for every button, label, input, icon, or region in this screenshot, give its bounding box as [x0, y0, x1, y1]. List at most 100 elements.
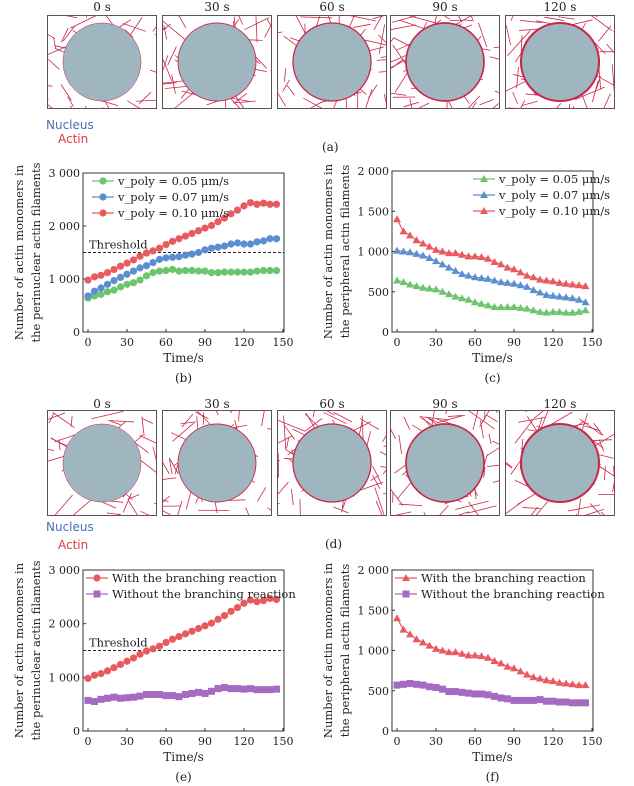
snapshot-time-label: 60 s: [319, 0, 345, 14]
data-point: [227, 685, 235, 693]
data-point: [477, 274, 486, 282]
legend-label: v_poly = 0.05 μm/s: [117, 174, 229, 188]
y-tick-label: 2 000: [49, 618, 81, 631]
legend-label: v_poly = 0.07 μm/s: [498, 188, 610, 202]
y-axis-label: Number of actin monomers in: [12, 164, 26, 340]
y-tick-label: 0: [382, 326, 389, 339]
data-point: [425, 641, 434, 649]
legend-label: v_poly = 0.07 μm/s: [117, 190, 229, 204]
data-point: [439, 685, 446, 693]
actin-snapshot: [505, 15, 615, 109]
data-point: [419, 239, 427, 247]
data-point: [168, 635, 177, 643]
data-point: [97, 284, 105, 292]
data-point: [162, 254, 170, 262]
data-point: [393, 276, 401, 284]
data-point: [266, 594, 274, 603]
data-point: [412, 635, 421, 643]
data-point: [97, 271, 105, 279]
data-point: [413, 680, 420, 688]
data-point: [123, 657, 131, 665]
data-point: [123, 270, 131, 278]
data-point: [425, 253, 434, 261]
nucleus: [177, 423, 257, 503]
data-point: [503, 263, 512, 271]
data-point: [523, 696, 531, 704]
data-point: [412, 236, 421, 244]
data-point: [220, 268, 229, 276]
data-point: [188, 627, 196, 635]
data-point: [175, 693, 183, 701]
data-point: [536, 275, 544, 283]
data-point: [497, 694, 505, 702]
data-point: [253, 200, 261, 208]
data-point: [426, 683, 433, 691]
nucleus: [519, 21, 601, 103]
nucleus: [292, 423, 372, 503]
legend-label: Without the branching reaction: [421, 587, 605, 601]
data-point: [419, 681, 427, 689]
data-point: [123, 694, 131, 702]
data-point: [490, 303, 499, 311]
x-tick-label: 120: [234, 735, 255, 748]
data-point: [136, 264, 144, 272]
data-point: [529, 273, 538, 281]
data-point: [207, 269, 216, 277]
data-point: [110, 276, 118, 285]
data-point: [233, 206, 242, 214]
data-point: [110, 664, 118, 672]
y-tick-label: 0: [73, 326, 80, 339]
data-point: [142, 249, 151, 257]
actin-snapshot: [390, 410, 500, 516]
data-point: [84, 696, 92, 704]
data-point: [490, 276, 499, 284]
legend-label: v_poly = 0.10 μm/s: [498, 204, 610, 218]
data-point: [523, 304, 531, 312]
data-point: [458, 250, 466, 258]
data-point: [142, 647, 151, 655]
data-point: [149, 645, 157, 653]
data-point: [549, 677, 557, 685]
data-point: [575, 681, 583, 689]
data-point: [194, 248, 203, 257]
data-point: [227, 240, 235, 248]
nucleus: [292, 22, 372, 102]
data-point: [169, 692, 176, 700]
data-point: [438, 646, 447, 654]
data-point: [412, 282, 421, 290]
data-point: [246, 199, 255, 207]
snapshot-time-label: 0 s: [93, 0, 111, 14]
data-point: [480, 191, 488, 198]
data-point: [425, 284, 434, 292]
data-point: [175, 267, 183, 275]
data-point: [175, 632, 183, 641]
y-tick-label: 3 000: [49, 564, 81, 577]
data-point: [162, 638, 170, 647]
data-point: [259, 266, 268, 275]
data-point: [458, 294, 466, 302]
data-point: [445, 290, 453, 298]
data-point: [438, 260, 447, 268]
data-point: [400, 680, 407, 688]
data-point: [162, 266, 170, 275]
data-point: [104, 694, 111, 702]
data-point: [451, 249, 460, 257]
data-point: [480, 175, 488, 182]
data-point: [549, 307, 557, 315]
data-point: [253, 598, 261, 606]
data-point: [272, 266, 281, 275]
legend-label: Without the branching reaction: [112, 587, 296, 601]
data-point: [194, 267, 203, 275]
data-point: [419, 251, 427, 259]
y-tick-label: 500: [368, 286, 389, 299]
x-tick-label: 150: [273, 336, 294, 349]
data-point: [402, 590, 410, 598]
data-point: [432, 684, 440, 692]
y-tick-label: 3 000: [49, 167, 81, 180]
data-point: [234, 685, 241, 693]
data-point: [542, 308, 551, 316]
data-point: [233, 239, 242, 247]
chart-caption: (e): [175, 770, 191, 784]
data-point: [490, 656, 499, 664]
legend-label: With the branching reaction: [112, 571, 277, 585]
